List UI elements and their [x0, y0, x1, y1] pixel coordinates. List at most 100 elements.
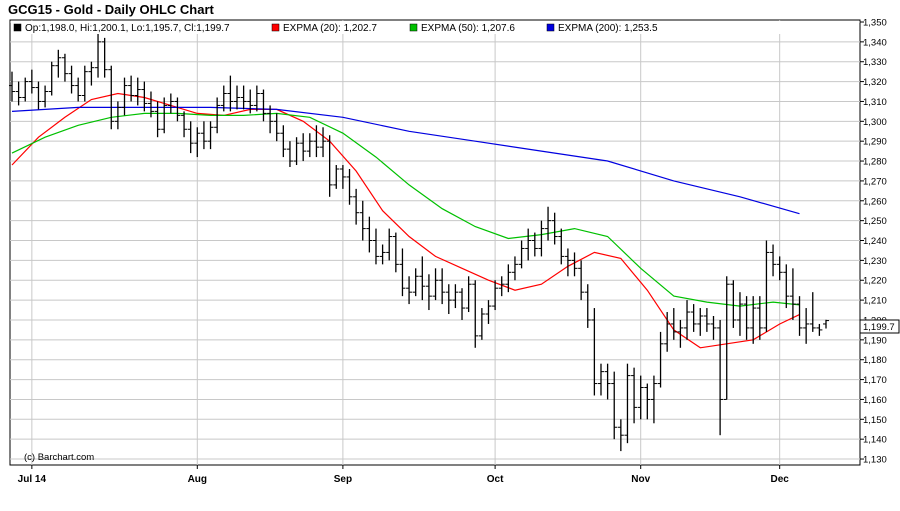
ohlc-bar	[703, 308, 710, 332]
y-tick-label: 1,350	[863, 17, 887, 28]
ohlc-bar	[485, 300, 492, 324]
x-axis-ticks: Jul 14 Aug Sep Oct Nov Dec	[18, 465, 789, 485]
ohlc-bar	[293, 137, 300, 166]
ohlc-bar	[141, 81, 148, 112]
ohlc-bar	[121, 77, 128, 116]
ohlc-bar	[439, 268, 446, 305]
y-tick-label: 1,130	[863, 455, 887, 466]
y-tick-label: 1,340	[863, 37, 887, 48]
ohlc-bar	[379, 244, 386, 265]
ohlc-bar	[584, 284, 591, 328]
ohlc-bar	[750, 296, 757, 344]
ohlc-bar	[538, 220, 545, 257]
ohlc-bar	[15, 81, 22, 106]
ohlc-bar	[690, 304, 697, 332]
ohlc-bar	[147, 91, 154, 118]
legend-swatch-ema20	[271, 23, 280, 32]
ohlc-bar	[68, 65, 75, 94]
ohlc-bar	[816, 323, 823, 336]
ohlc-bar	[717, 319, 724, 436]
ohlc-bar	[756, 296, 763, 340]
y-tick-label: 1,140	[863, 435, 887, 446]
ohlc-bar	[644, 383, 651, 420]
ohlc-bar	[697, 308, 704, 336]
ohlc-bars	[9, 31, 829, 452]
y-tick-label: 1,170	[863, 375, 887, 386]
ohlc-bar	[664, 312, 671, 352]
ohlc-bar	[187, 121, 194, 154]
y-tick-label: 1,150	[863, 415, 887, 426]
y-tick-label: 1,320	[863, 77, 887, 88]
x-tick-label: Aug	[188, 474, 207, 485]
x-tick-label: Nov	[631, 474, 650, 485]
y-tick-label: 1,190	[863, 335, 887, 346]
ohlc-bar	[339, 165, 346, 189]
last-price-box	[859, 319, 900, 334]
legend-ema20: EXPMA (20): 1,202.7	[283, 23, 377, 34]
y-tick-label: 1,240	[863, 236, 887, 247]
legend-background	[11, 21, 859, 34]
ohlc-bar	[9, 71, 15, 102]
y-axis-ticks: 1,1301,1401,1501,1601,1701,1801,1901,200…	[860, 17, 887, 466]
ohlc-bar	[75, 77, 82, 102]
ohlc-bar	[273, 113, 280, 142]
ohlc-bar	[604, 363, 611, 400]
ohlc-bar	[743, 296, 750, 340]
y-tick-label: 1,310	[863, 97, 887, 108]
ohlc-bar	[207, 121, 214, 150]
last-price-label: 1,199.7	[863, 322, 895, 333]
ohlc-bar	[723, 276, 730, 400]
y-tick-label: 1,260	[863, 196, 887, 207]
ohlc-bar	[227, 75, 234, 112]
ohlc-bar	[637, 375, 644, 420]
ohlc-bar	[214, 97, 221, 134]
ohlc-bar	[611, 371, 618, 440]
y-tick-label: 1,160	[863, 395, 887, 406]
ohlc-bar	[545, 206, 552, 241]
ohlc-bar	[558, 228, 565, 265]
ohlc-bar	[525, 228, 532, 261]
legend-swatch-ema200	[546, 23, 555, 32]
ohlc-bar	[763, 240, 770, 332]
ohlc-bar	[267, 105, 274, 134]
x-tick-label: Dec	[770, 474, 789, 485]
ohlc-bar	[128, 75, 135, 102]
y-tick-label: 1,300	[863, 117, 887, 128]
ohlc-bar	[359, 200, 366, 241]
ohlc-bar	[28, 69, 35, 94]
ohlc-bar	[809, 292, 816, 332]
ohlc-bar	[61, 53, 68, 82]
ohlc-bar	[181, 111, 188, 138]
legend-swatch-ohlc	[13, 23, 22, 32]
ohlc-bar	[684, 300, 691, 340]
ohlc-bar	[81, 65, 88, 102]
ohlc-bar	[114, 101, 121, 130]
ohlc-bar	[35, 81, 42, 110]
ohlc-bar	[194, 127, 201, 158]
ohlc-bar	[346, 168, 353, 205]
ohlc-bar	[306, 133, 313, 158]
ohlc-bar	[326, 135, 333, 197]
ohlc-bar	[392, 232, 399, 273]
y-tick-label: 1,180	[863, 355, 887, 366]
ohlc-bar	[167, 93, 174, 114]
ohlc-bar	[531, 232, 538, 257]
ohlc-bar	[472, 280, 479, 348]
ohlc-bar	[823, 319, 829, 329]
ohlc-bar	[108, 65, 115, 130]
ohlc-bar	[48, 61, 55, 96]
ohlc-bar	[770, 244, 777, 277]
ohlc-bar	[518, 240, 525, 269]
y-tick-label: 1,280	[863, 157, 887, 168]
ohlc-bar	[445, 284, 452, 315]
y-tick-label: 1,210	[863, 296, 887, 307]
ohlc-bar	[247, 89, 254, 114]
ohlc-bar	[260, 89, 267, 122]
ohlc-bar	[425, 274, 432, 311]
ohlc-bar	[412, 268, 419, 297]
ohlc-bar	[300, 133, 307, 162]
ohlc-bar	[88, 61, 95, 86]
ohlc-bar	[161, 97, 168, 134]
y-tick-label: 1,220	[863, 276, 887, 287]
